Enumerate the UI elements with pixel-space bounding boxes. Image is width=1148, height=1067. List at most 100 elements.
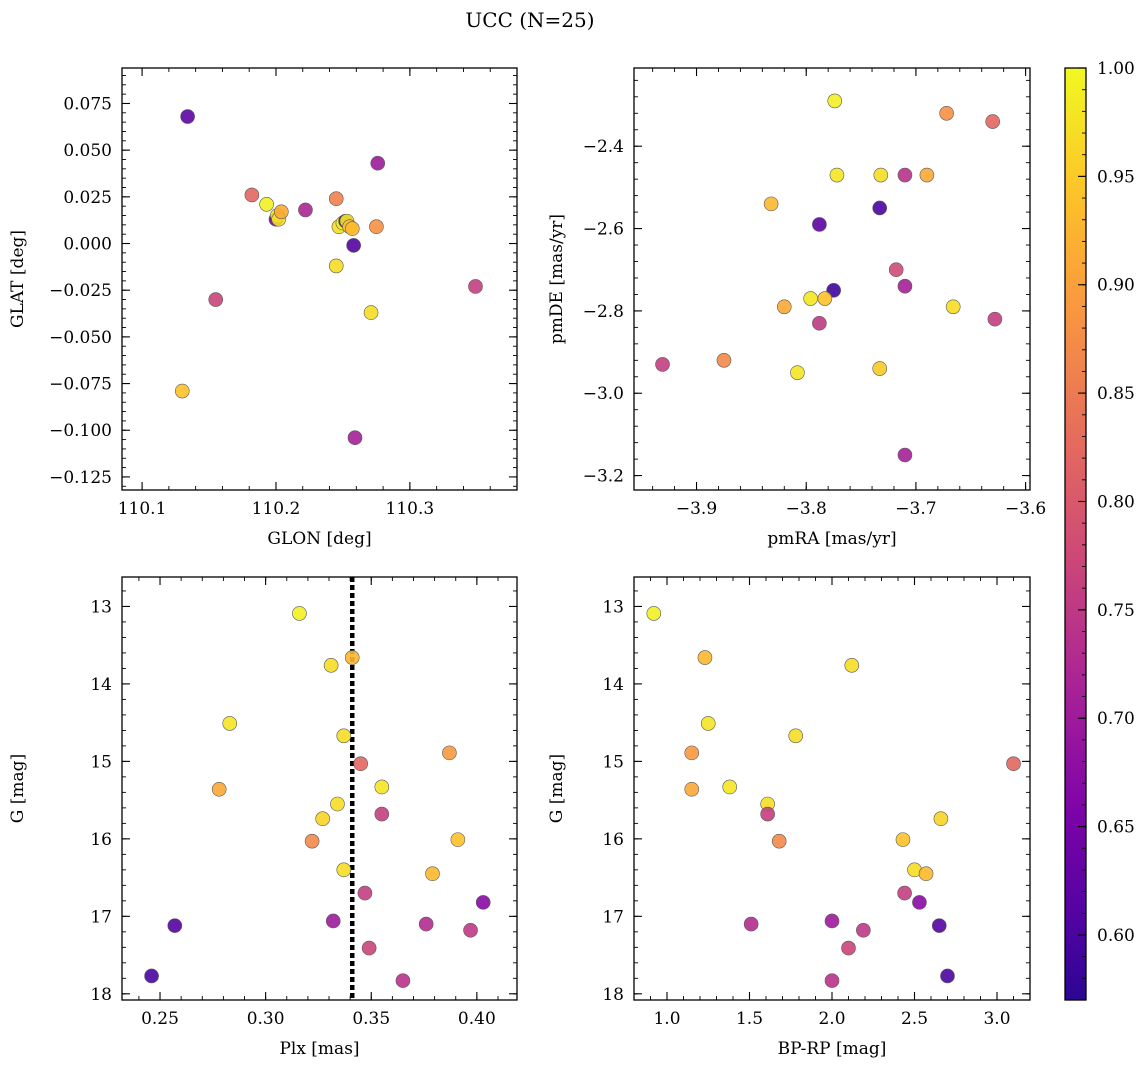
data-point bbox=[222, 716, 238, 731]
data-point bbox=[897, 447, 913, 463]
colorbar-tick-label: 0.80 bbox=[1097, 492, 1135, 512]
data-point bbox=[776, 299, 792, 315]
x-tick-label: −3.8 bbox=[786, 499, 827, 519]
y-axis-label: G [mag] bbox=[547, 754, 567, 823]
x-tick-label: −3.6 bbox=[1005, 499, 1046, 519]
scatter-points bbox=[144, 606, 491, 988]
data-point bbox=[771, 833, 787, 849]
y-tick-label: −2.6 bbox=[583, 220, 624, 240]
data-point bbox=[144, 968, 159, 984]
data-point bbox=[655, 357, 670, 372]
data-point bbox=[939, 105, 954, 121]
y-tick-label: 17 bbox=[602, 907, 624, 927]
data-point bbox=[180, 109, 195, 124]
data-point bbox=[328, 191, 344, 207]
scatter-points bbox=[655, 93, 1003, 463]
data-point bbox=[259, 197, 274, 212]
data-point bbox=[824, 973, 840, 988]
y-tick-label: 18 bbox=[90, 985, 112, 1005]
data-point bbox=[395, 973, 411, 988]
y-tick-label: −0.050 bbox=[49, 328, 112, 348]
data-point bbox=[985, 114, 1001, 129]
scatter-points bbox=[646, 606, 1021, 988]
colorbar-tick-label: 0.90 bbox=[1097, 276, 1135, 296]
x-tick-label: 0.25 bbox=[141, 1009, 179, 1029]
data-point bbox=[346, 238, 361, 253]
x-tick-label: 110.1 bbox=[118, 499, 167, 519]
data-point bbox=[369, 219, 384, 235]
panel-1: 110.1 110.2 110.3 0.075 0.050 0.025 0.000 −0.02… bbox=[8, 67, 518, 549]
data-point bbox=[888, 262, 904, 278]
y-tick-label: −2.4 bbox=[583, 137, 624, 157]
data-point bbox=[829, 167, 845, 183]
x-axis-label: GLON [deg] bbox=[267, 529, 371, 549]
y-tick-label: 13 bbox=[90, 597, 112, 617]
data-point bbox=[697, 650, 713, 665]
data-point bbox=[418, 916, 434, 932]
data-point bbox=[743, 916, 759, 932]
data-point bbox=[872, 200, 888, 216]
colorbar-gradient bbox=[1065, 68, 1086, 1000]
axes-frame bbox=[121, 576, 518, 1001]
panel-2: −3.9 −3.8 −3.7 −3.6 −2.4 −2.6 −2.8 −3.0 −3.2 pmRA… bbox=[547, 67, 1046, 549]
colorbar-tick-label: 1.00 bbox=[1097, 59, 1135, 79]
y-tick-label: 14 bbox=[90, 675, 112, 695]
scatter-points bbox=[174, 109, 483, 446]
y-tick-label: 16 bbox=[90, 830, 112, 850]
figure-title: UCC (N=25) bbox=[465, 8, 594, 32]
data-point bbox=[895, 832, 911, 847]
data-point bbox=[330, 796, 345, 812]
data-point bbox=[304, 833, 320, 849]
data-point bbox=[912, 895, 927, 910]
data-point bbox=[374, 806, 390, 822]
data-point bbox=[790, 365, 805, 380]
colorbar-tick-label: 0.65 bbox=[1097, 818, 1135, 838]
y-tick-label: −3.0 bbox=[583, 384, 624, 404]
data-point bbox=[450, 832, 466, 847]
y-tick-label: −0.025 bbox=[49, 281, 112, 301]
colorbar: 0.60 0.65 0.70 0.75 0.80 0.85 0.90 0.95 1.00 bbox=[1064, 59, 1135, 1001]
data-point bbox=[760, 806, 775, 822]
data-point bbox=[945, 299, 961, 315]
axes-frame bbox=[121, 67, 518, 491]
data-point bbox=[315, 811, 330, 827]
x-tick-label: 110.2 bbox=[252, 499, 301, 519]
data-point bbox=[374, 779, 390, 795]
data-point bbox=[940, 968, 955, 984]
data-point bbox=[812, 217, 827, 232]
data-point bbox=[468, 279, 483, 294]
data-point bbox=[897, 885, 912, 901]
x-tick-label: 110.3 bbox=[386, 499, 435, 519]
data-point bbox=[336, 862, 352, 878]
data-point bbox=[298, 202, 313, 218]
data-point bbox=[353, 756, 368, 772]
y-tick-label: −0.075 bbox=[49, 375, 112, 395]
colorbar-tick-label: 0.75 bbox=[1097, 601, 1135, 621]
data-point bbox=[425, 866, 440, 882]
panel-4: 1.0 1.5 2.0 2.5 3.0 13 14 15 16 17 18 BP-RP [mag] G … bbox=[547, 576, 1031, 1059]
axes-frame bbox=[633, 67, 1031, 491]
data-point bbox=[646, 606, 662, 621]
data-point bbox=[463, 922, 478, 938]
data-point bbox=[987, 311, 1003, 327]
data-point bbox=[817, 291, 833, 306]
colorbar-tick-label: 0.70 bbox=[1097, 709, 1135, 729]
data-point bbox=[361, 940, 377, 956]
data-point bbox=[208, 292, 224, 307]
data-point bbox=[803, 291, 818, 306]
data-point bbox=[700, 716, 716, 731]
data-point bbox=[347, 430, 363, 446]
data-point bbox=[442, 745, 457, 761]
panels: 110.1 110.2 110.3 0.075 0.050 0.025 0.000 −0.02… bbox=[8, 67, 1046, 1059]
data-point bbox=[827, 93, 843, 109]
y-tick-label: 15 bbox=[602, 752, 624, 772]
data-point bbox=[716, 353, 732, 368]
y-tick-label: 13 bbox=[602, 597, 624, 617]
data-point bbox=[344, 650, 360, 665]
x-tick-label: 1.0 bbox=[653, 1009, 680, 1029]
y-tick-label: −3.2 bbox=[583, 467, 624, 487]
data-point bbox=[274, 204, 289, 220]
y-tick-label: 0.050 bbox=[63, 141, 112, 161]
x-tick-label: −3.7 bbox=[895, 499, 936, 519]
data-point bbox=[1006, 756, 1021, 772]
